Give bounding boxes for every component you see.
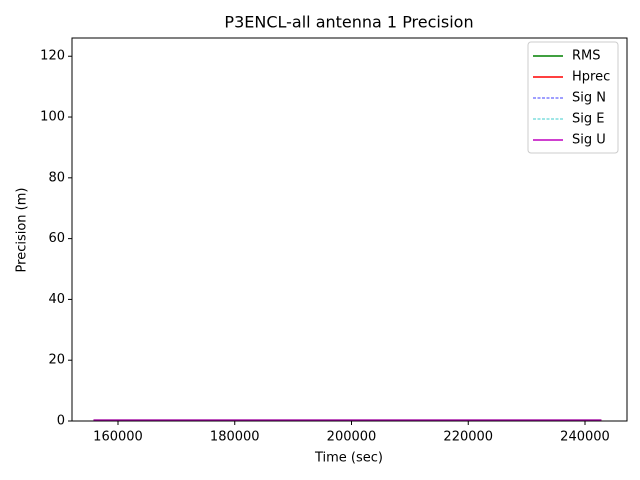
x-tick-label: 220000 [443, 430, 493, 445]
x-tick-label: 160000 [93, 430, 143, 445]
y-tick-label: 80 [48, 170, 65, 185]
y-tick-label: 100 [40, 110, 65, 125]
y-axis-label: Precision (m) [15, 188, 30, 273]
legend-label: RMS [572, 49, 601, 64]
x-axis-label: Time (sec) [314, 451, 383, 466]
legend-label: Sig N [572, 91, 606, 106]
legend-label: Sig E [572, 112, 604, 127]
x-tick-label: 200000 [327, 430, 377, 445]
y-tick-label: 120 [40, 49, 65, 64]
legend-label: Sig U [572, 133, 606, 148]
y-tick-label: 0 [57, 414, 65, 429]
plot-frame [71, 37, 628, 422]
y-tick-label: 60 [48, 231, 65, 246]
legend-label: Hprec [572, 70, 610, 85]
y-tick-label: 40 [48, 292, 65, 307]
y-tick-label: 20 [48, 353, 65, 368]
chart-title: P3ENCL-all antenna 1 Precision [224, 13, 473, 32]
legend-box [527, 41, 619, 154]
x-tick-label: 180000 [210, 430, 260, 445]
x-tick-label: 240000 [560, 430, 610, 445]
